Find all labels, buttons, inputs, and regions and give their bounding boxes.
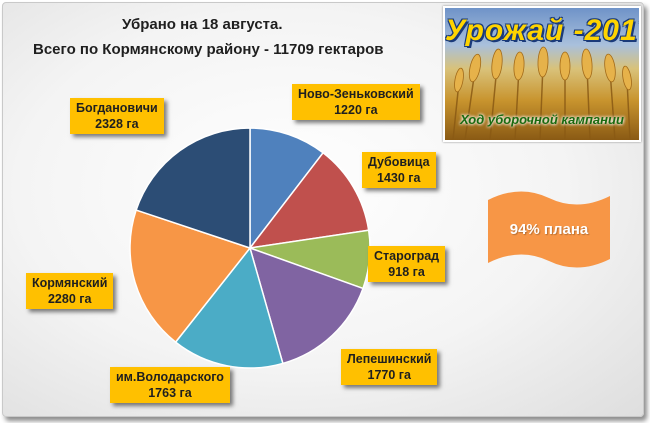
pie-slice-5 <box>174 246 284 369</box>
slice-value-label: 1763 га <box>148 386 192 400</box>
pie-slice-1 <box>249 127 325 251</box>
slice-label: Ново-Зеньковский <box>298 87 414 101</box>
wave-shape <box>488 191 610 268</box>
slice-value-label: 918 га <box>388 265 425 279</box>
slice-label: Лепешинский <box>347 352 432 366</box>
callout-lepeshinsky: Лепешинский 1770 га <box>341 349 438 385</box>
callout-dubovitsa: Дубовица 1430 га <box>362 152 436 188</box>
callout-novo-zenkovsky: Ново-Зеньковский 1220 га <box>292 84 420 120</box>
chart-title-line-1: Убрано на 18 августа. <box>122 16 283 33</box>
chart-title-line-2: Всего по Кормянскому району - 11709 гект… <box>33 41 384 58</box>
callout-kormyansky: Кормянский 2280 га <box>26 273 114 309</box>
pie-slice-4 <box>248 246 364 365</box>
pie-slice-2 <box>248 151 370 250</box>
slice-label: Староград <box>374 249 440 263</box>
slice-value-label: 2328 га <box>95 117 139 131</box>
callout-bogdanovichi: Богдановичи 2328 га <box>70 98 164 134</box>
slice-label: им.Володарского <box>116 370 224 384</box>
banner-subtitle: Ход уборочной кампании <box>460 112 624 127</box>
slice-label: Богдановичи <box>76 101 158 115</box>
banner-title: Урожай -2017 <box>445 14 641 47</box>
wheat-field-picture <box>452 46 632 140</box>
callout-starograd: Староград 918 га <box>368 246 446 282</box>
slice-label: Кормянский <box>32 276 108 290</box>
pie-slice-7 <box>135 127 251 250</box>
slice-value-label: 1220 га <box>334 103 378 117</box>
callout-volodarskogo: им.Володарского 1763 га <box>110 367 230 403</box>
plan-percent-badge: 94% плана <box>482 188 616 271</box>
slice-value-label: 1770 га <box>367 368 411 382</box>
slice-value-label: 1430 га <box>377 171 421 185</box>
harvest-banner: Урожай -2017 Ход уборочной кампании <box>443 6 641 142</box>
slice-label: Дубовица <box>368 155 430 169</box>
slice-value-label: 2280 га <box>47 292 92 306</box>
plan-percent-text: 94% плана <box>509 221 589 238</box>
pie-slice-6 <box>129 209 252 344</box>
